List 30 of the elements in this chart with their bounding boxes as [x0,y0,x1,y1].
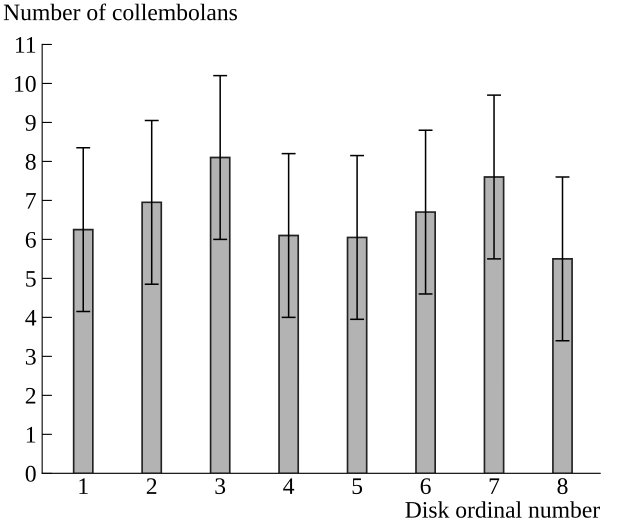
bar [72,228,94,474]
y-tick-label: 5 [26,271,36,287]
y-tick-label: 7 [26,193,36,209]
x-tick-label: 8 [558,478,568,494]
x-tick-label: 6 [420,478,431,494]
x-tick-label: 7 [490,478,500,494]
x-axis-title: Disk ordinal number [405,501,600,518]
y-tick-label: 0 [26,466,36,482]
y-tick-label: 10 [15,76,36,92]
y-tick-label: 11 [16,37,36,53]
y-tick-label: 2 [26,388,36,404]
bar [278,234,300,474]
y-tick-label: 3 [26,348,36,365]
bar [552,258,573,474]
y-axis-title: Number of collembolans [4,4,237,20]
bar [415,211,436,474]
y-tick-label: 1 [26,426,36,443]
bar [210,156,231,474]
x-tick-label: 5 [352,478,362,494]
x-tick-label: 4 [283,478,294,494]
x-tick-label: 2 [146,478,156,494]
x-tick-label: 3 [215,478,226,494]
y-tick-label: 4 [25,310,36,326]
bar [141,202,162,474]
bar [346,236,368,474]
bar [484,176,504,474]
y-tick-label: 6 [26,232,36,248]
x-tick-label: 1 [79,478,88,494]
y-tick-label: 9 [26,114,36,131]
y-tick-label: 8 [26,154,36,170]
